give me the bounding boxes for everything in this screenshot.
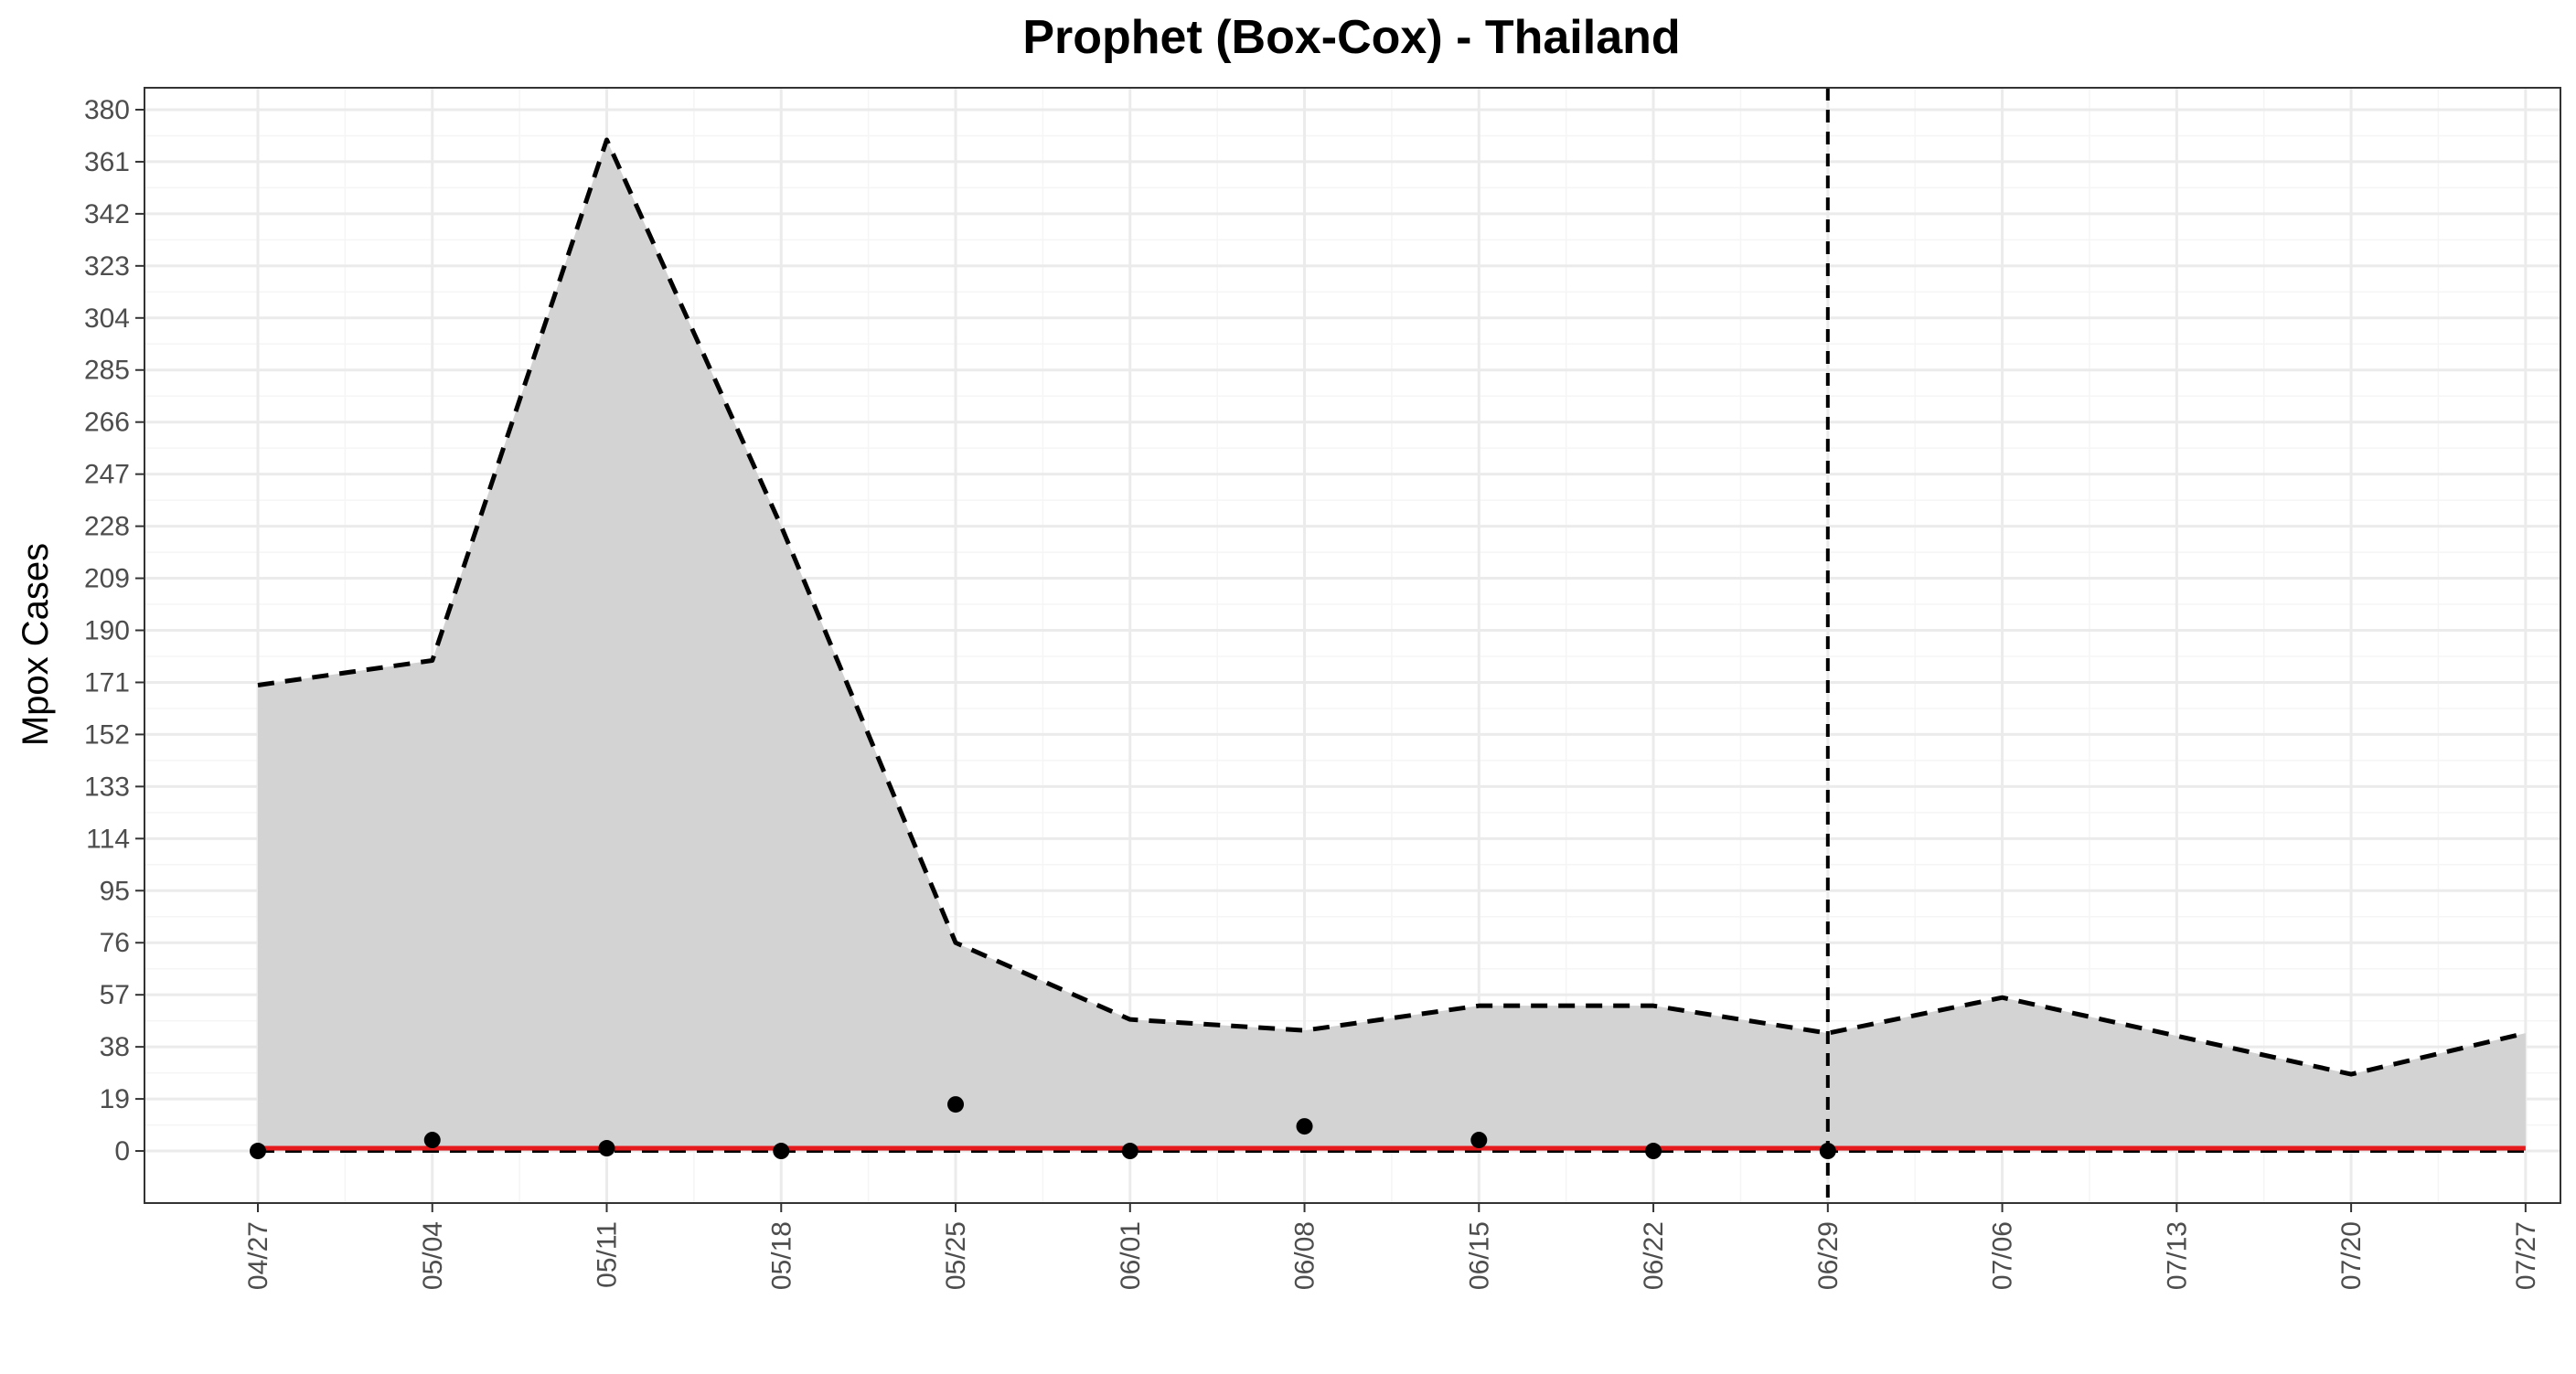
y-tick-label: 114 bbox=[86, 824, 130, 854]
x-tick-label: 06/08 bbox=[1290, 1221, 1320, 1290]
x-tick-label: 07/13 bbox=[2162, 1221, 2192, 1290]
y-tick-label: 342 bbox=[84, 199, 130, 229]
y-tick-label: 171 bbox=[84, 667, 130, 698]
observed-point bbox=[947, 1096, 965, 1113]
series-layer bbox=[257, 137, 2527, 1154]
x-tick-label: 06/01 bbox=[1116, 1221, 1146, 1290]
y-tick-label: 380 bbox=[84, 95, 130, 125]
y-tick-label: 228 bbox=[84, 512, 130, 542]
x-tick-label: 05/11 bbox=[593, 1221, 623, 1288]
y-tick-label: 38 bbox=[100, 1032, 130, 1062]
confidence-band-area bbox=[257, 139, 2526, 1152]
x-tick-label: 06/15 bbox=[1464, 1221, 1494, 1290]
observed-points bbox=[249, 1096, 1836, 1160]
x-tick-label: 07/27 bbox=[2511, 1221, 2541, 1290]
y-tick-label: 152 bbox=[84, 719, 130, 750]
y-tick-label: 19 bbox=[100, 1084, 130, 1114]
y-tick-label: 361 bbox=[84, 147, 130, 177]
x-tick-label: 06/22 bbox=[1639, 1221, 1669, 1290]
confidence-band bbox=[257, 139, 2526, 1152]
panel-border bbox=[144, 87, 2561, 1204]
y-tick-label: 76 bbox=[100, 928, 130, 958]
observed-point bbox=[1470, 1132, 1488, 1149]
x-tick-label: 04/27 bbox=[243, 1221, 273, 1290]
y-tick-label: 285 bbox=[84, 356, 130, 386]
observed-point bbox=[423, 1132, 441, 1149]
observed-point bbox=[773, 1143, 790, 1160]
y-tick-label: 0 bbox=[114, 1136, 130, 1166]
x-tick-label: 06/29 bbox=[1813, 1221, 1844, 1290]
y-tick-label: 190 bbox=[84, 616, 130, 646]
y-tick-label: 133 bbox=[84, 772, 130, 802]
y-tick-label: 266 bbox=[84, 408, 130, 438]
y-tick-label: 95 bbox=[100, 876, 130, 906]
x-axis-ticks: 04/27 05/04 05/11 05/18 05/25 06/01 06/08 06/15… bbox=[243, 1203, 2541, 1290]
y-tick-label: 247 bbox=[84, 460, 130, 490]
observed-point bbox=[1645, 1143, 1662, 1160]
observed-point bbox=[1296, 1118, 1313, 1135]
y-tick-label: 323 bbox=[84, 251, 130, 282]
chart-title: Prophet (Box-Cox) - Thailand bbox=[1022, 11, 1680, 64]
y-tick-label: 57 bbox=[100, 980, 130, 1010]
observed-point bbox=[249, 1143, 266, 1160]
y-tick-label: 304 bbox=[84, 304, 130, 334]
y-axis-title: Mpox Cases bbox=[16, 543, 56, 746]
observed-point bbox=[598, 1140, 615, 1157]
x-tick-label: 07/06 bbox=[1988, 1221, 2018, 1290]
x-tick-label: 05/18 bbox=[766, 1221, 796, 1290]
x-tick-label: 07/20 bbox=[2336, 1221, 2367, 1290]
x-tick-label: 05/25 bbox=[941, 1221, 971, 1290]
upper-bound-line bbox=[257, 137, 2527, 1077]
y-tick-label: 209 bbox=[84, 564, 130, 594]
observed-point bbox=[1121, 1143, 1138, 1160]
x-tick-label: 05/04 bbox=[418, 1221, 448, 1290]
y-axis-ticks: 0 19 38 57 76 95 114 133 152 171 190 209 228 247 266 28… bbox=[84, 95, 144, 1166]
